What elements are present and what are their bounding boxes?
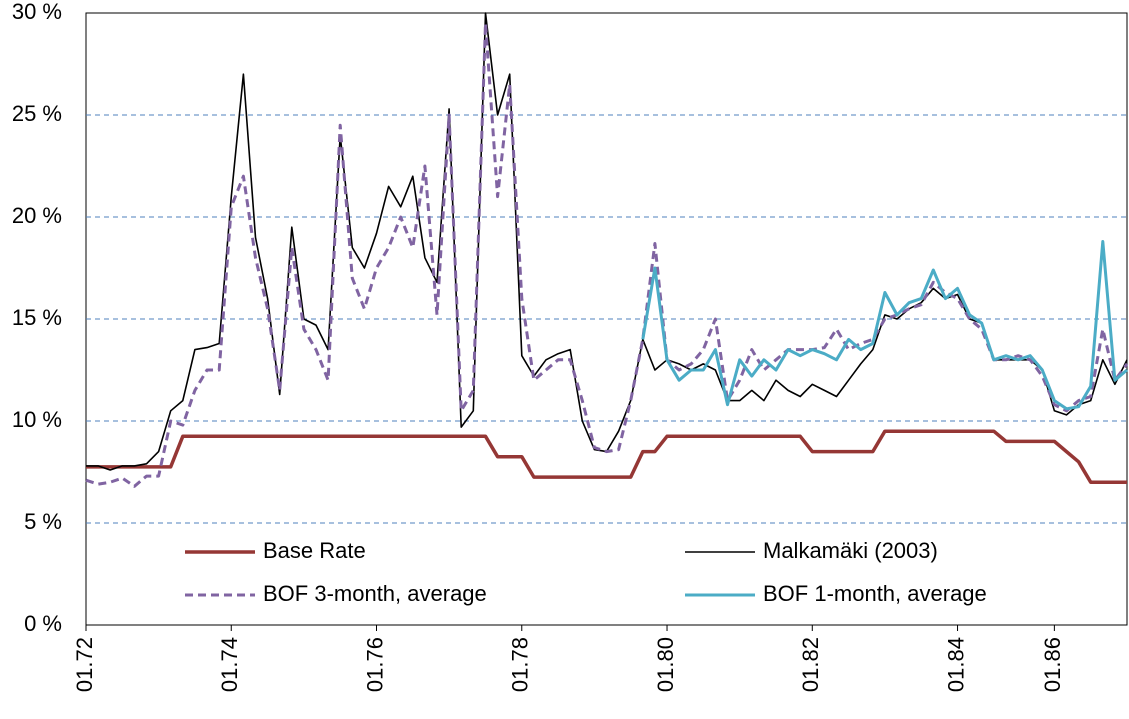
x-tick-label: 01.72 (72, 637, 97, 692)
legend-label: BOF 3-month, average (263, 581, 487, 606)
x-tick-label: 01.84 (943, 637, 968, 692)
y-tick-label: 30 % (12, 0, 62, 24)
x-tick-label: 01.82 (798, 637, 823, 692)
y-tick-label: 5 % (24, 509, 62, 534)
y-tick-label: 20 % (12, 203, 62, 228)
legend-label: Base Rate (263, 538, 366, 563)
x-tick-label: 01.74 (217, 637, 242, 692)
series-line (641, 240, 1128, 411)
legend-label: Malkamäki (2003) (763, 538, 938, 563)
y-tick-label: 0 % (24, 611, 62, 636)
x-tick-label: 01.86 (1040, 637, 1065, 692)
y-tick-label: 25 % (12, 101, 62, 126)
series-line (85, 21, 1129, 488)
x-tick-label: 01.78 (508, 637, 533, 692)
series-line (86, 12, 1128, 471)
series-line (86, 429, 1127, 484)
y-tick-label: 15 % (12, 305, 62, 330)
y-tick-label: 10 % (12, 407, 62, 432)
x-tick-label: 01.80 (653, 637, 678, 692)
legend-label: BOF 1-month, average (763, 581, 987, 606)
x-tick-label: 01.76 (362, 637, 387, 692)
